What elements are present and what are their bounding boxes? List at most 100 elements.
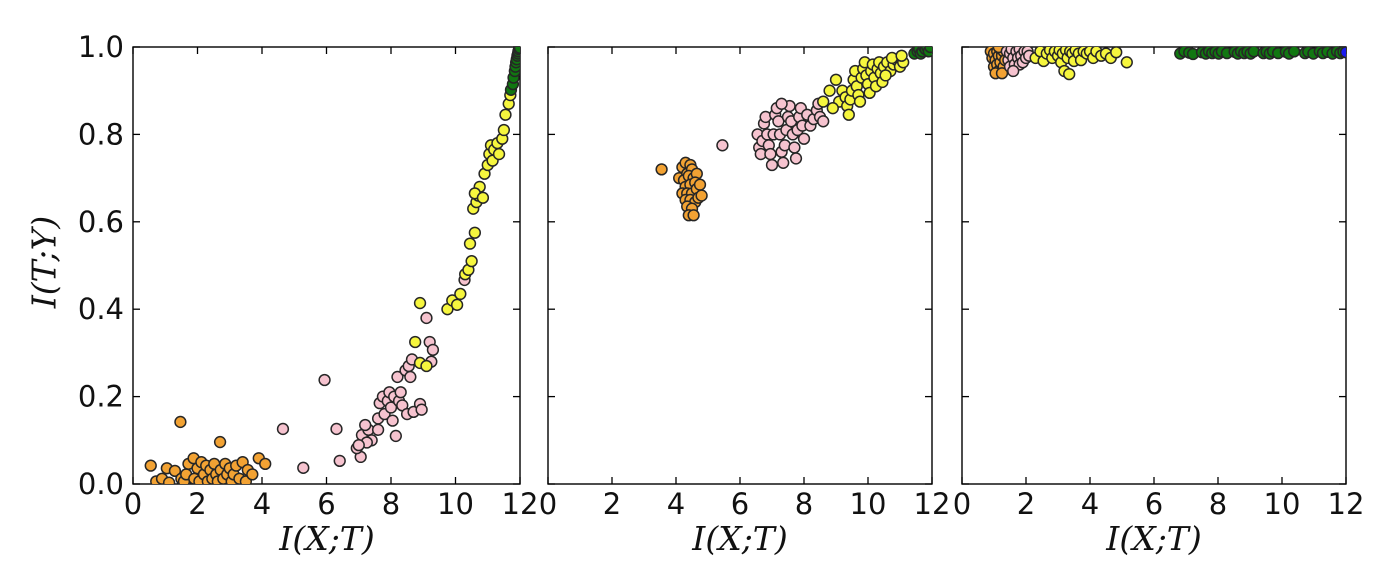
- x-tick-label: 0: [953, 487, 971, 521]
- scatter-point-yellow: [1063, 67, 1076, 81]
- scatter-point-pink: [426, 343, 440, 356]
- scatter-point-pink: [371, 423, 385, 436]
- scatter-point-yellow: [829, 73, 843, 86]
- scatter-point-orange: [213, 435, 227, 449]
- scatter-point-pink: [359, 418, 372, 432]
- scatter-point-pink: [276, 422, 290, 436]
- x-tick-label: 2: [603, 487, 621, 521]
- scatter-point-yellow: [497, 123, 511, 137]
- scatter-point-yellow: [1120, 56, 1133, 69]
- scatter-point-yellow: [879, 69, 892, 82]
- scatter-point-green: [1288, 47, 1301, 58]
- scatter-point-pink: [330, 422, 343, 436]
- x-tick-label: 0: [539, 487, 557, 521]
- scatter-point-yellow: [476, 191, 490, 204]
- scatter-points-layer: [144, 47, 520, 484]
- scatter-point-orange: [695, 189, 708, 202]
- x-tick-label: 12: [1328, 487, 1365, 521]
- x-tick-label: 12: [914, 487, 951, 521]
- scatter-point-yellow: [450, 298, 464, 311]
- scatter-point-pink: [764, 147, 777, 161]
- scatter-point-pink: [1007, 64, 1020, 78]
- scatter-point-orange: [162, 476, 176, 484]
- scatter-point-pink: [788, 141, 801, 154]
- panel-scatter-3: 0 2 4 6 8 10 12: [953, 46, 1365, 521]
- axes-border: [961, 46, 1347, 485]
- scatter-points-layer: [655, 47, 932, 222]
- scatter-point-yellow: [895, 49, 908, 62]
- scatter-point-yellow: [823, 84, 836, 97]
- scatter-point-pink: [765, 158, 779, 172]
- scatter-point-orange: [174, 415, 187, 429]
- y-axis-label: I(T;Y): [24, 215, 64, 309]
- x-tick-label: 12: [502, 487, 539, 521]
- scatter-point-green: [924, 47, 932, 54]
- scatter-point-pink: [391, 370, 404, 384]
- scatter-point-blue: [1339, 47, 1346, 59]
- x-tick-label: 4: [1081, 487, 1099, 521]
- y-tick-label: 0.4: [78, 292, 124, 326]
- scatter-point-pink: [817, 115, 830, 128]
- x-tick-label: 0: [124, 487, 142, 521]
- scatter-point-orange: [655, 163, 668, 176]
- x-axis-label-panel-1: I(X;T): [279, 519, 375, 558]
- scatter-point-yellow: [853, 95, 867, 108]
- scatter-point-pink: [318, 373, 331, 387]
- x-tick-label: 8: [1209, 487, 1227, 521]
- x-tick-label: 8: [795, 487, 813, 521]
- x-tick-label: 8: [382, 487, 400, 521]
- scatter-point-yellow: [842, 108, 855, 121]
- scatter-point-orange: [168, 464, 182, 478]
- scatter-point-orange: [687, 209, 700, 222]
- axes-border: [132, 46, 521, 485]
- scatter-point-orange: [246, 468, 259, 481]
- x-tick-label: 4: [667, 487, 685, 521]
- scatter-point-yellow: [420, 359, 433, 373]
- y-tick-label: 1.0: [78, 30, 124, 64]
- scatter-point-pink: [415, 403, 428, 416]
- scatter-point-pink: [394, 386, 407, 399]
- x-tick-label: 6: [317, 487, 335, 521]
- panel-scatter-1: 0 2 4 6 8 10 12 0.0 0.2 0.4 0.6 0.8 1.0: [78, 30, 539, 521]
- x-axis-label-panel-3: I(X;T): [1106, 519, 1202, 558]
- scatter-point-pink: [716, 139, 729, 152]
- x-tick-label: 10: [1264, 487, 1301, 521]
- scatter-point-yellow: [492, 147, 506, 161]
- scatter-point-orange: [259, 457, 272, 471]
- scatter-point-pink: [789, 152, 803, 165]
- scatter-point-pink: [420, 311, 433, 325]
- scatter-points-layer: [984, 47, 1346, 81]
- scatter-point-yellow: [1110, 47, 1123, 59]
- scatter-point-pink: [333, 454, 346, 467]
- x-tick-label: 10: [850, 487, 887, 521]
- scatter-point-yellow: [826, 102, 839, 115]
- scatter-point-orange: [995, 67, 1009, 80]
- x-tick-label: 6: [731, 487, 749, 521]
- scatter-point-yellow: [463, 237, 477, 250]
- y-tick-label: 0.6: [78, 205, 124, 239]
- scatter-point-pink: [384, 401, 398, 414]
- scatter-point-pink: [352, 438, 365, 452]
- scatter-point-pink: [386, 414, 399, 427]
- scatter-point-pink: [775, 97, 788, 110]
- x-tick-label: 2: [188, 487, 206, 521]
- y-tick-label: 0.8: [78, 117, 124, 151]
- scatter-point-pink: [777, 156, 790, 169]
- scatter-point-yellow: [465, 254, 478, 268]
- scatter-point-pink: [297, 461, 310, 474]
- scatter-point-yellow: [413, 296, 427, 310]
- scatter-point-orange: [693, 178, 707, 191]
- x-tick-label: 4: [253, 487, 271, 521]
- panel-scatter-2: 0 2 4 6 8 10 12: [539, 46, 951, 521]
- scatter-point-orange: [144, 459, 157, 472]
- scatter-point-yellow: [409, 335, 422, 349]
- x-tick-label: 6: [1145, 487, 1163, 521]
- scatter-point-yellow: [454, 287, 467, 301]
- scatter-point-yellow: [468, 226, 482, 239]
- y-tick-label: 0.0: [78, 467, 124, 501]
- scatter-point-green: [513, 47, 520, 55]
- scatter-point-yellow: [817, 95, 830, 108]
- x-tick-label: 2: [1017, 487, 1035, 521]
- scatter-point-pink: [404, 370, 417, 384]
